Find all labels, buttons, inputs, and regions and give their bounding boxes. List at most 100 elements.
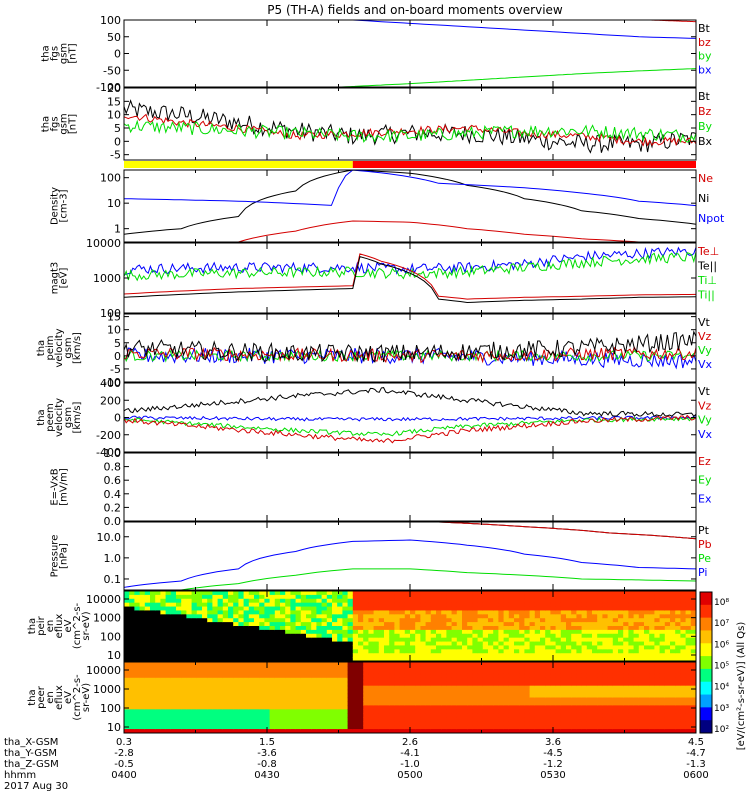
peer_spectrogram-cell	[373, 725, 380, 730]
peer_spectrogram-cell	[170, 685, 177, 691]
peir_spectrogram-cell	[618, 633, 624, 639]
peer_spectrogram-cell	[394, 729, 401, 733]
peer_spectrogram-cell	[274, 681, 281, 687]
peer_spectrogram-cell	[488, 709, 494, 714]
peir_spectrogram-cell	[228, 606, 234, 612]
peer_spectrogram-cell	[181, 665, 187, 671]
peir_spectrogram-cell	[337, 637, 343, 643]
peer_spectrogram-cell	[498, 693, 505, 699]
peer_spectrogram-cell	[649, 713, 655, 718]
peer_spectrogram-cell	[524, 721, 531, 726]
peir_spectrogram-cell	[259, 629, 265, 635]
peir_spectrogram-cell	[254, 610, 260, 615]
peer_spectrogram-cell	[456, 701, 463, 706]
peir_spectrogram-cell	[134, 614, 141, 619]
peir_spectrogram-cell	[649, 649, 655, 654]
peer_spectrogram-cell	[384, 693, 390, 699]
peir_spectrogram-cells	[124, 591, 696, 661]
peer_spectrogram-cell	[196, 673, 203, 679]
peer_spectrogram-cell	[519, 697, 525, 703]
peer_spectrogram-cell	[378, 701, 385, 706]
peer_spectrogram-cell	[529, 705, 536, 710]
peir_spectrogram-cell	[134, 649, 141, 654]
peer_spectrogram-cell	[368, 701, 375, 706]
peer_spectrogram-cell	[337, 681, 343, 687]
peir_spectrogram-cell	[430, 653, 437, 658]
peir_spectrogram-cell	[456, 614, 463, 619]
peir_spectrogram-cell	[228, 641, 234, 647]
peir_spectrogram-cell	[607, 618, 614, 623]
peir_spectrogram-cell	[332, 614, 338, 619]
peir_spectrogram-cell	[274, 657, 281, 661]
peir_spectrogram-cell	[238, 653, 245, 658]
peer_spectrogram-cell	[555, 669, 562, 675]
peir_spectrogram-cell	[285, 629, 291, 635]
peer_spectrogram-cell	[207, 677, 213, 683]
peir_spectrogram-cell	[311, 602, 317, 608]
peer_spectrogram-cell	[373, 713, 380, 718]
peer_spectrogram-cell	[274, 709, 281, 714]
panel-peim_velocity: 151050-5-10thapeimvelocitygsm[km/s]VtVzV…	[36, 311, 713, 389]
peir_spectrogram-cell	[264, 606, 271, 612]
peer_spectrogram-cell	[659, 717, 666, 722]
peer_spectrogram-cell	[290, 717, 297, 722]
peir_spectrogram-cell	[217, 618, 224, 623]
peir_spectrogram-cell	[680, 622, 687, 627]
peer_spectrogram-cell	[181, 662, 187, 667]
peir_spectrogram-cell	[649, 629, 655, 635]
peer_spectrogram-cell	[238, 721, 245, 726]
peir_spectrogram-cell	[248, 653, 255, 658]
peer_spectrogram-cell	[342, 701, 349, 706]
peer_spectrogram-cell	[566, 665, 572, 671]
peir_spectrogram-cell	[555, 645, 562, 650]
peer_spectrogram-cell	[493, 673, 499, 679]
peer_spectrogram-cell	[597, 685, 603, 691]
peer_spectrogram-cell	[607, 717, 614, 722]
peir_spectrogram-cell	[420, 641, 427, 647]
peir_spectrogram-cell	[352, 614, 359, 619]
peer_spectrogram-cell	[300, 713, 307, 718]
peir_spectrogram-cell	[306, 618, 312, 623]
peer_spectrogram-cell	[321, 685, 328, 691]
peer_spectrogram-cell	[326, 697, 333, 703]
peir_spectrogram-cell	[566, 653, 572, 658]
peir_spectrogram-cell	[436, 637, 442, 643]
peer_spectrogram-cell	[186, 713, 193, 718]
peir_spectrogram-cell	[623, 653, 629, 658]
peer_spectrogram-cell	[326, 717, 333, 722]
x-tick-label: 4.5	[688, 737, 704, 748]
peir_spectrogram-cell	[503, 626, 510, 631]
peer_spectrogram-cell	[248, 689, 255, 695]
peer_spectrogram-cell	[165, 673, 172, 679]
peer_spectrogram-cell	[477, 665, 484, 671]
peir_spectrogram-cell	[623, 606, 629, 612]
peer_spectrogram-cell	[274, 717, 281, 722]
peer_spectrogram-cell	[675, 677, 681, 683]
peir_spectrogram-cell	[451, 633, 458, 639]
peir_spectrogram-cell	[378, 606, 385, 612]
peer_spectrogram-cell	[228, 669, 234, 675]
peir_spectrogram-cell	[217, 653, 224, 658]
peir_spectrogram-cell	[534, 610, 541, 615]
peer_spectrogram-cell	[638, 673, 645, 679]
peir_spectrogram-cell	[566, 602, 572, 608]
peer_spectrogram-cell	[498, 669, 505, 675]
peir_spectrogram-cell	[540, 657, 546, 661]
peir_spectrogram-cell	[222, 626, 229, 631]
peer_spectrogram-cell	[467, 729, 473, 733]
peer_spectrogram-cell	[685, 685, 692, 691]
peer_spectrogram-cell	[196, 689, 203, 695]
peir_spectrogram-cell	[264, 629, 271, 635]
peer_spectrogram-cell	[321, 729, 328, 733]
peir_spectrogram-cell	[160, 637, 167, 643]
peir_spectrogram-cell	[488, 657, 494, 661]
peir_spectrogram-cell	[264, 637, 271, 643]
peer_spectrogram-cell	[233, 721, 239, 726]
peer_spectrogram-cell	[670, 693, 676, 699]
peer_spectrogram-cell	[534, 721, 541, 726]
peer_spectrogram-cell	[410, 677, 416, 683]
peir_spectrogram-cell	[592, 629, 598, 635]
peir_spectrogram-cell	[654, 653, 661, 658]
peer_spectrogram-cell	[316, 693, 323, 699]
series-Bz	[124, 113, 696, 147]
